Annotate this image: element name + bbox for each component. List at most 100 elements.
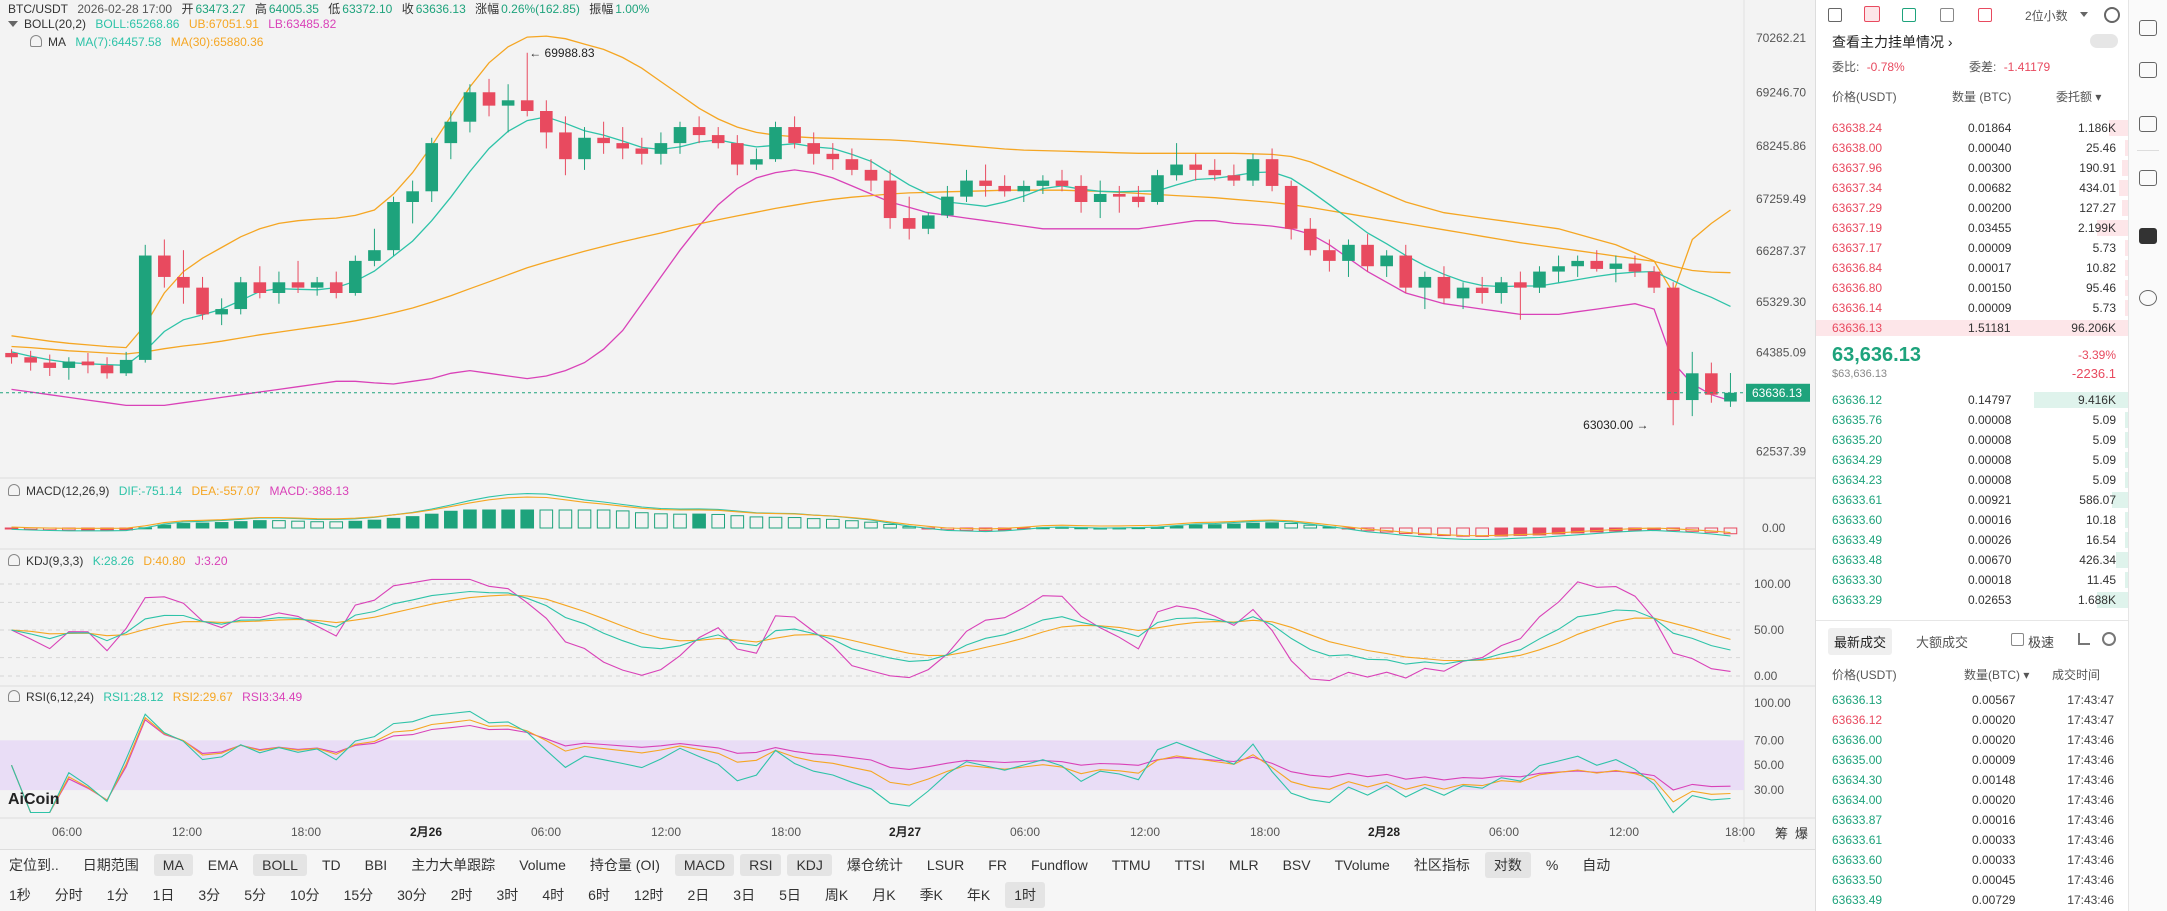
toolbar1-item[interactable]: 对数 (1484, 852, 1531, 878)
toolbar2-item[interactable]: 15分 (343, 887, 374, 903)
toolbar1-item[interactable]: KDJ (787, 854, 832, 876)
toolbar1-item[interactable]: Volume (519, 857, 566, 873)
depth-toggle[interactable] (2090, 34, 2118, 48)
bid-row[interactable]: 63633.60 0.00016 10.18 (1816, 510, 2128, 530)
toolbar2-item[interactable]: 2日 (687, 887, 710, 903)
toolbar2-item[interactable]: 1分 (106, 887, 129, 903)
gear-icon[interactable] (2102, 632, 2116, 646)
layout-ask-icon[interactable] (1864, 6, 1880, 22)
ask-row[interactable]: 63636.14 0.00009 5.73 (1816, 298, 2128, 318)
toolbar1-item[interactable]: Fundflow (1030, 857, 1088, 873)
toolbar2-item[interactable]: 1时 (1005, 882, 1046, 908)
ask-row[interactable]: 63637.19 0.03455 2.199K (1816, 218, 2128, 238)
chart-icon[interactable] (2139, 116, 2157, 132)
kline-chart-area[interactable]: 70262.21 69246.70 68245.86 67259.49 66287.37… (0, 0, 1815, 842)
layout-list-icon[interactable] (1978, 8, 1992, 22)
layout-both-icon[interactable] (1828, 8, 1842, 22)
toolbar2-item[interactable]: 10分 (289, 887, 320, 903)
ask-row[interactable]: 63636.13 1.51181 96.206K (1816, 318, 2128, 338)
toolbar2-item[interactable]: 1日 (152, 887, 175, 903)
toolbar1-item[interactable]: TTSI (1174, 857, 1205, 873)
ask-row[interactable]: 63638.00 0.00040 25.46 (1816, 138, 2128, 158)
bid-row[interactable]: 63634.23 0.00008 5.09 (1816, 470, 2128, 490)
toolbar1-item[interactable]: BBI (364, 857, 388, 873)
toolbar2-item[interactable]: 12时 (633, 887, 664, 903)
kdj-legend[interactable]: KDJ(9,3,3) K:28.26 D:40.80 J:3.20 (8, 554, 234, 568)
toolbar2-item[interactable]: 6时 (588, 887, 610, 903)
ask-row[interactable]: 63637.34 0.00682 434.01 (1816, 178, 2128, 198)
bid-row[interactable]: 63633.30 0.00018 11.45 (1816, 570, 2128, 590)
toolbar2-item[interactable]: 季K (919, 887, 943, 903)
collapse-icon[interactable] (8, 21, 18, 27)
toolbar2-item[interactable]: 4时 (542, 887, 565, 903)
precision-select[interactable]: 2位小数 (2025, 9, 2068, 23)
toolbar1-item[interactable]: MACD (674, 854, 735, 876)
compass-icon[interactable] (2139, 290, 2157, 306)
toolbar1-item[interactable]: 爆仓统计 (846, 857, 903, 873)
layout-icon[interactable] (2139, 62, 2157, 78)
trade-col-qty[interactable]: 数量(BTC) ▾ (1964, 668, 2030, 682)
filter-icon[interactable] (2078, 633, 2090, 645)
toolbar2-item[interactable]: 1秒 (9, 887, 31, 903)
ask-row[interactable]: 63637.17 0.00009 5.73 (1816, 238, 2128, 258)
chevron-down-icon[interactable] (2080, 12, 2088, 17)
toolbar1-item[interactable]: FR (988, 857, 1007, 873)
ask-row[interactable]: 63638.24 0.01864 1.186K (1816, 118, 2128, 138)
toolbar1-item[interactable]: TD (321, 857, 341, 873)
wallet-icon[interactable] (2139, 170, 2157, 186)
layout-depth-icon[interactable] (1940, 8, 1954, 22)
toolbar1-item[interactable]: 主力大单跟踪 (411, 857, 496, 873)
bid-row[interactable]: 63636.12 0.14797 9.416K (1816, 390, 2128, 410)
toolbar2-item[interactable]: 2时 (450, 887, 473, 903)
bid-row[interactable]: 63634.29 0.00008 5.09 (1816, 450, 2128, 470)
view-depth-link[interactable]: 查看主力挂单情况 › (1832, 32, 1953, 52)
bell-icon[interactable] (30, 35, 42, 47)
toolbar2-item[interactable]: 3分 (198, 887, 221, 903)
toolbar2-item[interactable]: 分时 (54, 887, 83, 903)
toolbar1-item[interactable]: BSV (1282, 857, 1311, 873)
toolbar1-item[interactable]: 定位到.. (9, 857, 59, 873)
toolbar2-item[interactable]: 3日 (733, 887, 756, 903)
toolbar1-item[interactable]: EMA (207, 857, 239, 873)
toolbar2-item[interactable]: 5分 (244, 887, 266, 903)
bell-icon[interactable] (8, 554, 20, 566)
toolbar1-item[interactable]: TVolume (1334, 857, 1390, 873)
gear-icon[interactable] (2104, 7, 2120, 23)
bell-icon[interactable] (8, 484, 20, 496)
toolbar1-item[interactable]: MA (153, 854, 193, 876)
rsi-legend[interactable]: RSI(6,12,24) RSI1:28.12 RSI2:29.67 RSI3:… (8, 690, 308, 704)
toolbar2-item[interactable]: 30分 (397, 887, 427, 903)
bid-row[interactable]: 63635.20 0.00008 5.09 (1816, 430, 2128, 450)
ma-legend[interactable]: MA MA(7):64457.58 MA(30):65880.36 (8, 35, 269, 49)
toolbar1-item[interactable]: BOLL (253, 854, 307, 876)
tab-latest-trades[interactable]: 最新成交 (1828, 628, 1893, 655)
robot-icon[interactable] (2139, 228, 2157, 244)
fast-checkbox[interactable] (2011, 633, 2024, 646)
toolbar2-item[interactable]: 5日 (779, 887, 801, 903)
toolbar2-item[interactable]: 3时 (496, 887, 519, 903)
bookmark-icon[interactable] (2139, 20, 2157, 36)
toolbar2-item[interactable]: 月K (872, 887, 896, 903)
toolbar1-item[interactable]: 社区指标 (1413, 857, 1470, 873)
toolbar1-item[interactable]: TTMU (1111, 857, 1151, 873)
bid-row[interactable]: 63635.76 0.00008 5.09 (1816, 410, 2128, 430)
col-total-header[interactable]: 委托额 ▾ (2056, 90, 2102, 104)
bell-icon[interactable] (8, 690, 20, 702)
ask-row[interactable]: 63637.29 0.00200 127.27 (1816, 198, 2128, 218)
toolbar2-item[interactable]: 年K (966, 887, 991, 903)
ask-row[interactable]: 63636.80 0.00150 95.46 (1816, 278, 2128, 298)
macd-legend[interactable]: MACD(12,26,9) DIF:-751.14 DEA:-557.07 MA… (8, 484, 355, 498)
toolbar1-item[interactable]: % (1545, 857, 1559, 873)
bid-row[interactable]: 63633.29 0.02653 1.688K (1816, 590, 2128, 610)
layout-bid-icon[interactable] (1902, 8, 1916, 22)
kline-chart[interactable]: 70262.21 69246.70 68245.86 67259.49 66287.37… (0, 0, 1815, 842)
ask-row[interactable]: 63637.96 0.00300 190.91 (1816, 158, 2128, 178)
bid-row[interactable]: 63633.61 0.00921 586.07 (1816, 490, 2128, 510)
toolbar1-item[interactable]: LSUR (926, 857, 965, 873)
toolbar1-item[interactable]: 自动 (1582, 857, 1611, 873)
toolbar1-item[interactable]: 持仓量 (OI) (589, 857, 660, 873)
toolbar1-item[interactable]: MLR (1229, 857, 1259, 873)
bid-row[interactable]: 63633.49 0.00026 16.54 (1816, 530, 2128, 550)
ask-row[interactable]: 63636.84 0.00017 10.82 (1816, 258, 2128, 278)
boll-legend[interactable]: BOLL(20,2) BOLL:65268.86 UB:67051.91 LB:… (8, 17, 342, 31)
